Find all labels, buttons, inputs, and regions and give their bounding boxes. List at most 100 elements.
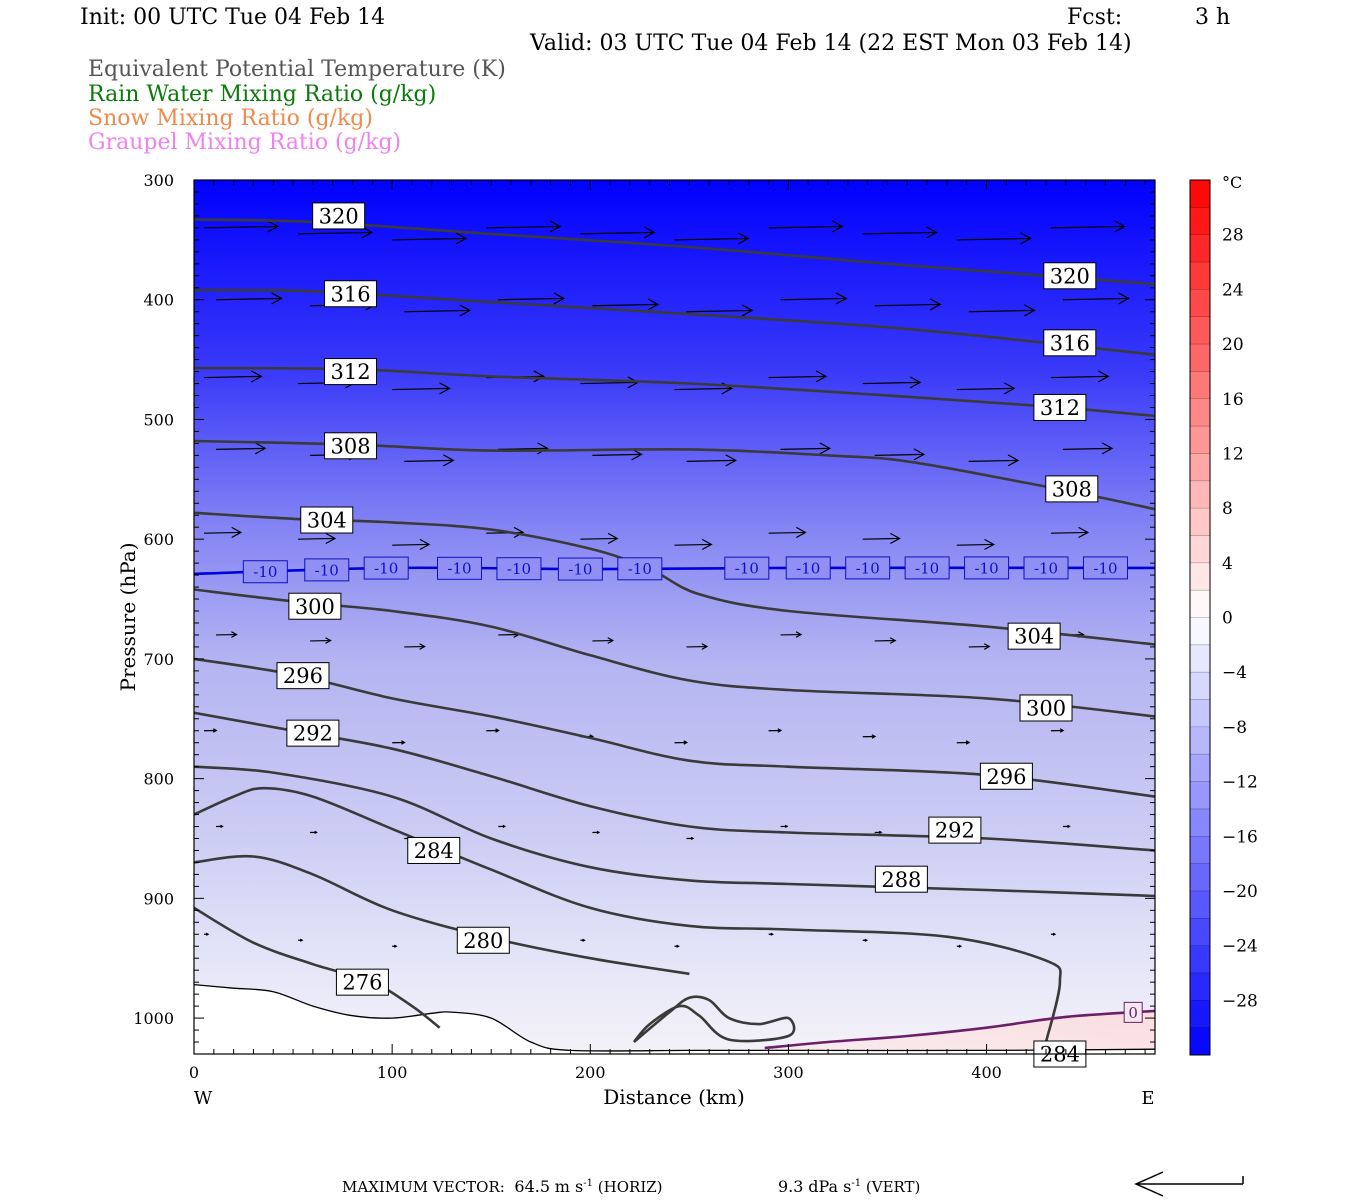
wind-vector — [956, 740, 971, 745]
wind-vector-shaft — [404, 309, 470, 313]
isotherm-minus10-label-box — [845, 556, 891, 580]
theta-e-label-316-text: 316 — [1050, 331, 1090, 355]
wind-vector-head — [582, 938, 586, 942]
wind-vector — [956, 538, 995, 551]
theta-e-label-304-box — [1007, 622, 1061, 650]
wind-vector-head — [205, 932, 210, 936]
theta-e-label-292-box — [286, 719, 340, 747]
wind-vector-head — [984, 538, 995, 551]
wind-vector — [498, 824, 507, 829]
x-end-label-west: W — [194, 1088, 213, 1109]
legend-snow: Snow Mixing Ratio (g/kg) — [88, 106, 373, 131]
y-tick-label: 1000 — [133, 1009, 174, 1028]
isotherm-minus10-label-text: -10 — [628, 560, 652, 578]
wind-vector-shaft — [874, 303, 941, 307]
wind-vector — [1050, 220, 1126, 233]
wind-vector — [862, 938, 869, 942]
theta-e-label-300-text: 300 — [295, 595, 335, 619]
contour-labels: 320 320 316 316 312 312 308 308 304 304 300 300 296 2… — [242, 202, 1143, 1068]
colorbar-swatch — [1190, 234, 1210, 263]
colorbar-tick-label: −12 — [1222, 773, 1258, 793]
wind-vector-head — [1052, 932, 1057, 936]
x-tick-label: 200 — [575, 1063, 606, 1082]
isotherm-minus10-label-text: -10 — [253, 563, 277, 581]
wind-vector-head — [864, 938, 869, 942]
theta-e-label-300: 300 — [288, 592, 342, 620]
wind-vector — [1062, 442, 1114, 455]
wind-vector — [780, 442, 832, 455]
theta-e-label-304-box — [300, 506, 354, 534]
wind-vector — [1050, 932, 1057, 936]
colorbar-tick-label: −16 — [1222, 827, 1258, 847]
forecast-label: Fcst: — [1067, 5, 1123, 30]
wind-vector — [1050, 728, 1065, 733]
wind-vector — [486, 728, 500, 733]
colorbar-swatch — [1190, 836, 1210, 865]
wind-vector-head — [361, 226, 374, 239]
wind-vector — [203, 220, 280, 233]
wind-vector — [674, 944, 680, 948]
wind-vector — [686, 454, 737, 467]
wind-vector-shaft — [392, 543, 430, 546]
wind-vector — [498, 442, 549, 455]
wind-vector — [768, 370, 828, 383]
wind-vector-head — [690, 836, 695, 841]
wind-vector — [874, 637, 897, 644]
wind-vector — [580, 938, 586, 942]
wind-vector-head — [537, 442, 549, 455]
wind-vector — [780, 824, 789, 829]
colorbar-swatch — [1190, 344, 1210, 372]
legend-theta-e: Equivalent Potential Temperature (K) — [88, 57, 506, 82]
colorbar-swatch — [1190, 754, 1210, 783]
wind-vector-shaft — [1050, 531, 1088, 534]
theta-e-label-300-text: 300 — [1026, 697, 1066, 721]
colorbar-swatch — [1190, 699, 1210, 728]
wind-vector-head — [676, 944, 680, 948]
wind-vector — [310, 830, 318, 835]
wind-vector-head — [1059, 728, 1065, 733]
theta-e-label-284-box — [407, 836, 461, 864]
plot-area: 320 320 316 316 312 312 308 308 304 304 300 300 296 2… — [193, 179, 1156, 1068]
wind-vector — [686, 836, 695, 841]
wind-vector-head — [926, 226, 938, 239]
wind-vector-shaft — [298, 537, 336, 540]
init-time: Init: 00 UTC Tue 04 Feb 14 — [80, 5, 386, 30]
wind-vector-head — [607, 637, 615, 644]
wind-vector-head — [231, 631, 238, 638]
isotherm-minus10-label-box — [242, 560, 288, 584]
wind-vector — [203, 526, 243, 539]
theta-e-contour-280 — [194, 854, 690, 976]
wind-vector — [1062, 824, 1071, 829]
wind-vector — [874, 448, 926, 461]
colorbar-swatch — [1190, 890, 1210, 919]
wind-vector-head — [795, 631, 803, 638]
theta-e-contour-296 — [194, 657, 1155, 798]
theta-e-label-296: 296 — [979, 762, 1033, 790]
wind-vector-head — [1020, 232, 1032, 245]
wind-vector-head — [647, 298, 660, 311]
theta-e-label-308: 308 — [1045, 475, 1099, 503]
colorbar-swatch — [1190, 398, 1210, 427]
wind-vector-shaft — [1062, 447, 1113, 450]
wind-vector-shaft — [580, 537, 618, 540]
wind-vector — [674, 740, 689, 745]
wind-vector — [215, 442, 267, 455]
theta-e-label-296-text: 296 — [283, 664, 323, 688]
wind-vector-shaft — [780, 297, 847, 301]
theta-e-label-308-text: 308 — [330, 434, 370, 458]
wind-vector — [580, 226, 656, 239]
wind-vector — [956, 944, 963, 948]
y-tick-label: 400 — [143, 291, 174, 310]
theta-e-label-312-text: 312 — [1040, 396, 1080, 420]
theta-e-label-296: 296 — [276, 662, 330, 690]
wind-vector-head — [835, 292, 848, 305]
isotherm-minus10-label-box — [617, 557, 663, 581]
wind-vector-shaft — [203, 375, 262, 379]
theta-e-label-320: 320 — [312, 202, 366, 230]
wind-vector-shaft — [203, 225, 278, 229]
colorbar-tick-label: −24 — [1222, 937, 1258, 957]
wind-vector-head — [299, 938, 304, 942]
wind-vector-head — [401, 740, 406, 745]
x-tick-label: 100 — [377, 1063, 408, 1082]
theta-e-label-320-box — [1043, 262, 1097, 290]
